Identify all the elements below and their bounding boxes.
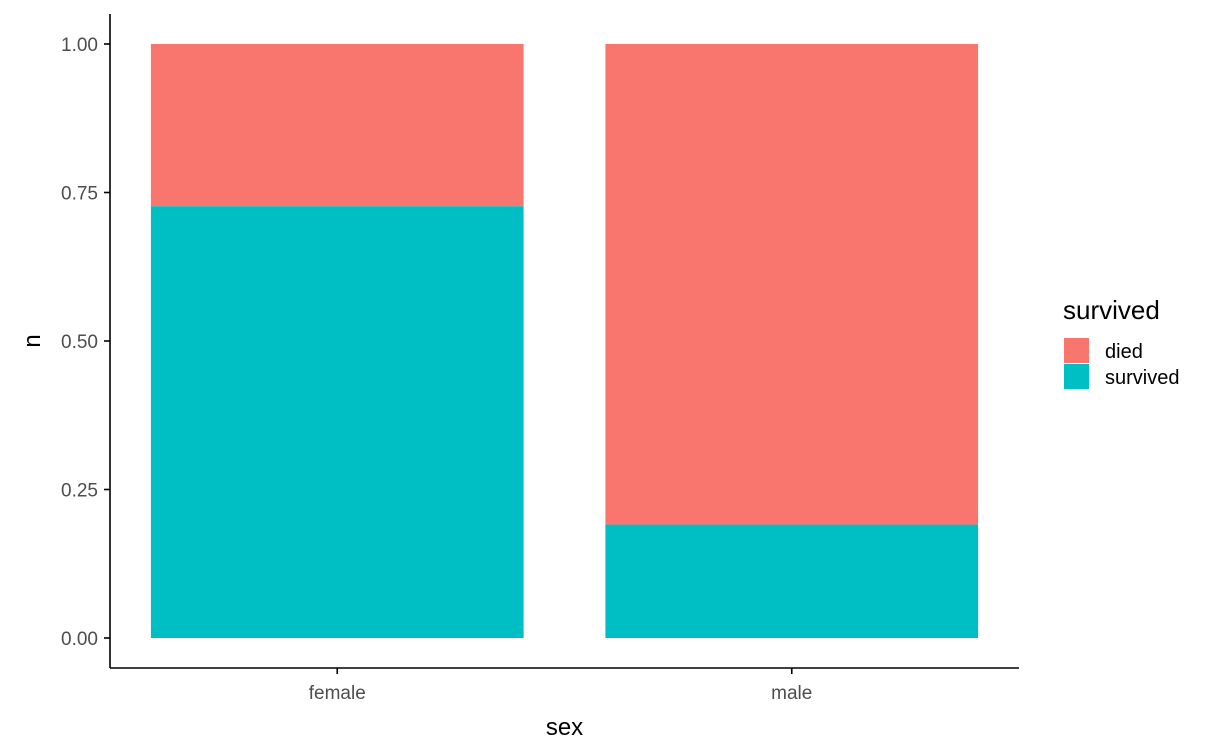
y-tick-label: 0.00 — [61, 629, 98, 650]
x-tick-label: female — [309, 683, 366, 704]
bar-male-survived — [605, 524, 979, 638]
legend-title: survived — [1063, 295, 1160, 325]
legend-label-survived: survived — [1105, 367, 1179, 389]
y-axis-title: n — [19, 334, 46, 347]
axes-layer: 0.00 0.25 0.50 0.75 1.00 female male — [61, 14, 1019, 704]
legend-label-died: died — [1105, 341, 1143, 363]
legend-key-survived — [1064, 364, 1089, 389]
x-tick-label: male — [771, 683, 812, 704]
y-tick-label: 0.25 — [61, 481, 98, 502]
y-tick-label: 1.00 — [61, 35, 98, 56]
bars-layer — [150, 44, 979, 638]
bar-female-died — [150, 44, 524, 207]
legend: survived died survived — [1063, 295, 1179, 389]
bar-female-survived — [150, 206, 524, 638]
legend-key-died — [1064, 338, 1089, 363]
x-axis-title: sex — [546, 714, 583, 741]
bar-male-died — [605, 44, 979, 525]
y-tick-label: 0.50 — [61, 332, 98, 353]
y-tick-label: 0.75 — [61, 184, 98, 205]
